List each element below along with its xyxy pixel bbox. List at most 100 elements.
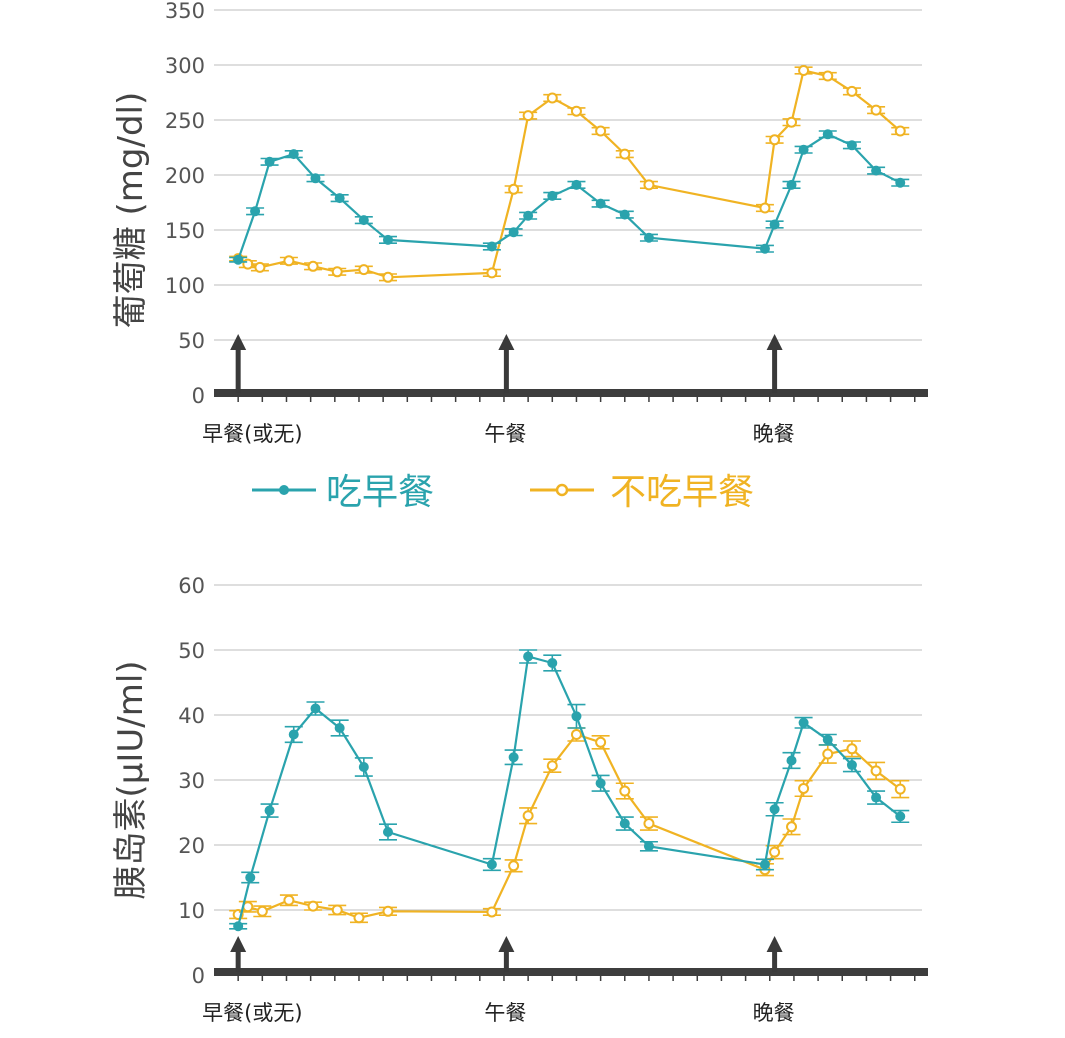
insulin-breakfast-point xyxy=(508,752,519,763)
glucose-breakfast-point xyxy=(571,179,582,190)
insulin-no-breakfast-point xyxy=(522,810,534,822)
glucose-y-tick-label: 350 xyxy=(165,0,205,23)
glucose-meal-label: 午餐 xyxy=(484,422,526,446)
insulin-no-breakfast-point xyxy=(382,905,394,917)
insulin-y-tick-label: 0 xyxy=(192,964,205,988)
insulin-meal-arrow-head xyxy=(766,936,783,952)
insulin-y-tick-label: 30 xyxy=(178,769,205,793)
glucose-no-breakfast-point xyxy=(894,125,906,137)
glucose-breakfast-point xyxy=(895,177,906,188)
insulin-no-breakfast-point xyxy=(546,760,558,772)
insulin-y-tick-label: 50 xyxy=(178,639,205,663)
glucose-no-breakfast-point xyxy=(786,116,798,128)
insulin-no-breakfast-point xyxy=(256,905,268,917)
insulin-y-tick-label: 20 xyxy=(178,834,205,858)
insulin-breakfast-point xyxy=(245,872,256,883)
glucose-y-tick-label: 50 xyxy=(178,329,205,353)
glucose-breakfast-point xyxy=(233,254,244,265)
glucose-y-tick-label: 100 xyxy=(165,274,205,298)
glucose-meal-arrow-head xyxy=(766,334,783,350)
insulin-breakfast-point xyxy=(619,818,630,829)
glucose-y-tick-label: 0 xyxy=(192,384,205,408)
glucose-breakfast-point xyxy=(759,243,770,254)
insulin-breakfast-point xyxy=(358,762,369,772)
legend-no-breakfast-label: 不吃早餐 xyxy=(610,472,754,513)
insulin-no-breakfast-point xyxy=(894,783,906,795)
insulin-chart: 0 10 20 30 40 50 60 胰岛素(μIU/ml) 早餐(或无) 午餐 晚餐 xyxy=(111,574,928,1025)
insulin-meal-label: 早餐(或无) xyxy=(202,1001,302,1025)
glucose-y-tick-label: 250 xyxy=(165,109,205,133)
glucose-no-breakfast-point xyxy=(546,92,558,104)
insulin-breakfast-point xyxy=(571,711,582,722)
glucose-no-breakfast-series-line xyxy=(237,69,901,279)
glucose-breakfast-point xyxy=(547,190,558,201)
insulin-breakfast-point xyxy=(871,792,882,803)
insulin-breakfast-point xyxy=(233,921,244,932)
insulin-breakfast-point xyxy=(643,841,654,852)
glucose-y-axis-label: 葡萄糖 (mg/dl) xyxy=(111,92,151,329)
insulin-breakfast-point xyxy=(264,805,275,816)
insulin-no-breakfast-point xyxy=(331,904,343,916)
insulin-no-breakfast-point xyxy=(570,729,582,740)
insulin-breakfast-point xyxy=(846,760,857,771)
insulin-meal-label: 晚餐 xyxy=(753,1001,795,1025)
insulin-y-axis-label: 胰岛素(μIU/ml) xyxy=(111,660,151,899)
insulin-breakfast-point xyxy=(798,717,809,728)
insulin-meal-arrow-head xyxy=(498,936,515,952)
glucose-no-breakfast-point xyxy=(522,110,534,122)
insulin-breakfast-point xyxy=(547,658,558,668)
insulin-no-breakfast-series-line xyxy=(237,733,901,919)
insulin-breakfast-point xyxy=(523,651,534,662)
insulin-no-breakfast-point xyxy=(595,736,607,748)
insulin-no-breakfast-point xyxy=(822,748,834,760)
glucose-breakfast-point xyxy=(846,140,857,151)
glucose-no-breakfast-point xyxy=(283,255,295,267)
glucose-no-breakfast-point xyxy=(254,261,266,273)
insulin-no-breakfast-point xyxy=(870,765,882,777)
insulin-y-tick-label: 40 xyxy=(178,704,205,728)
insulin-no-breakfast-point xyxy=(619,785,631,797)
glucose-no-breakfast-point xyxy=(846,85,858,97)
insulin-breakfast-point xyxy=(310,703,321,714)
glucose-no-breakfast-point xyxy=(870,104,882,116)
glucose-y-tick-label: 200 xyxy=(165,164,205,188)
legend-no-breakfast-marker xyxy=(555,483,569,497)
insulin-no-breakfast-point xyxy=(786,821,798,833)
glucose-chart: 0 50 100 150 200 250 300 350 葡萄糖 (mg/dl) 早餐(或无) 午餐… xyxy=(111,0,928,446)
glucose-breakfast-point xyxy=(358,215,369,226)
glucose-breakfast-point xyxy=(822,129,833,140)
glucose-breakfast-point xyxy=(250,206,261,217)
glucose-breakfast-point xyxy=(786,179,797,190)
glucose-no-breakfast-point xyxy=(822,70,834,82)
glucose-no-breakfast-point xyxy=(331,266,343,278)
glucose-no-breakfast-point xyxy=(759,202,771,214)
glucose-breakfast-point xyxy=(523,210,534,221)
glucose-no-breakfast-point xyxy=(358,264,370,276)
insulin-no-breakfast-point xyxy=(508,860,520,872)
insulin-no-breakfast-point xyxy=(769,846,781,858)
insulin-y-tick-label: 60 xyxy=(178,574,205,598)
glucose-breakfast-point xyxy=(871,165,882,176)
glucose-breakfast-point xyxy=(769,219,780,230)
glucose-no-breakfast-point xyxy=(570,105,582,117)
insulin-breakfast-point xyxy=(759,859,770,870)
glucose-x-axis xyxy=(214,389,928,397)
glucose-breakfast-point xyxy=(595,198,606,209)
legend: 吃早餐 不吃早餐 xyxy=(252,472,754,513)
glucose-no-breakfast-point xyxy=(798,65,810,76)
insulin-breakfast-point xyxy=(334,723,345,733)
glucose-y-tick-label: 150 xyxy=(165,219,205,243)
glucose-no-breakfast-point xyxy=(769,134,781,146)
insulin-meal-label: 午餐 xyxy=(484,1001,526,1025)
glucose-no-breakfast-point xyxy=(508,183,520,195)
insulin-breakfast-point xyxy=(895,811,906,822)
insulin-breakfast-point xyxy=(595,778,606,789)
glucose-meal-label: 晚餐 xyxy=(753,422,795,446)
insulin-no-breakfast-point xyxy=(846,743,858,755)
glucose-breakfast-point xyxy=(334,193,345,204)
glucose-no-breakfast-point xyxy=(619,148,631,160)
glucose-breakfast-point xyxy=(264,156,275,167)
insulin-no-breakfast-point xyxy=(283,894,295,906)
insulin-no-breakfast-point xyxy=(798,782,810,794)
glucose-meal-arrow-head xyxy=(230,334,247,350)
